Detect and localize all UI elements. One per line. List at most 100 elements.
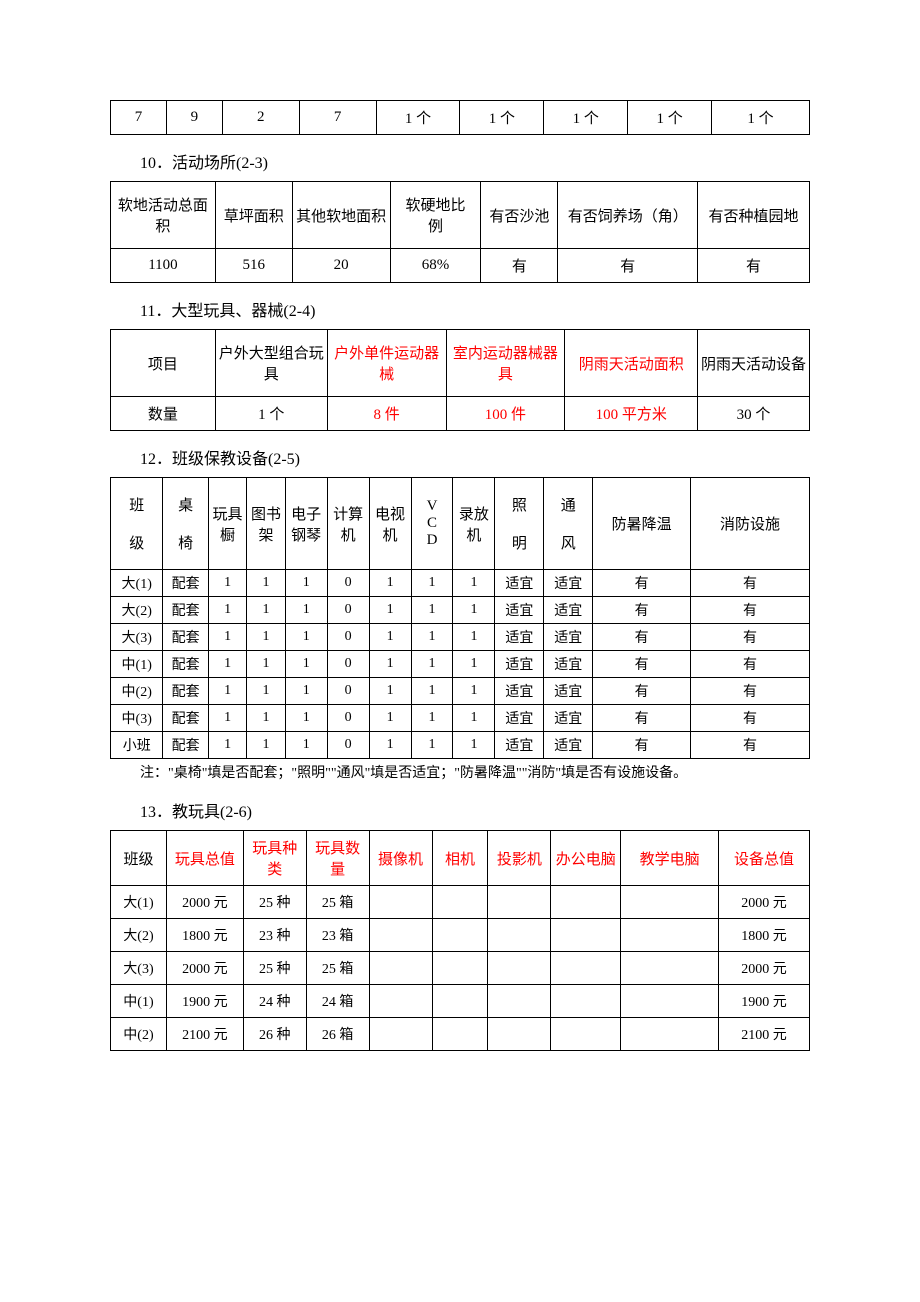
cell: 25 种 [243,952,306,985]
cell: 68% [390,249,481,283]
table-row: 数量1 个8 件100 件100 平方米30 个 [111,397,810,431]
cell: 1 [208,570,246,597]
cell [369,886,432,919]
cell: 8 件 [327,397,446,431]
cell: 1 [285,597,327,624]
cell: 项目 [111,330,216,397]
cell: 2100 元 [166,1018,243,1051]
cell [621,1018,719,1051]
cell: 1 [247,732,285,759]
cell: 1 [208,624,246,651]
col-header: 摄像机 [369,831,432,886]
col-header: 有否饲养场（角） [558,182,698,249]
table-row: 中(2)2100 元26 种26 箱2100 元 [111,1018,810,1051]
cell: 0 [327,624,369,651]
cell [369,952,432,985]
col-header: 防暑降温 [593,478,691,570]
cell [621,952,719,985]
cell: 1 [208,678,246,705]
cell: 1 [411,732,453,759]
cell: 有 [691,624,810,651]
cell: 适宜 [495,732,544,759]
cell: 大(1) [111,886,167,919]
cell: 2000 元 [719,886,810,919]
cell: 适宜 [544,597,593,624]
cell: 1 [369,732,411,759]
cell: 大(2) [111,919,167,952]
cell: 有 [691,732,810,759]
cell: 适宜 [495,678,544,705]
table-row: 中(2)配套1110111适宜适宜有有 [111,678,810,705]
cell: 适宜 [495,570,544,597]
cell: 1 [369,651,411,678]
cell: 适宜 [544,651,593,678]
cell: 0 [327,570,369,597]
cell: 户外大型组合玩具 [215,330,327,397]
table-9-tail: 7 9 2 7 1 个 1 个 1 个 1 个 1 个 [110,100,810,135]
cell: 中(2) [111,678,163,705]
section-12-title: 12．班级保教设备(2-5) [140,445,810,469]
cell: 1900 元 [719,985,810,1018]
cell [551,886,621,919]
cell: 配套 [163,570,208,597]
cell: 大(1) [111,570,163,597]
cell: 1 [411,624,453,651]
cell: 配套 [163,732,208,759]
cell: 1 [208,651,246,678]
section-13-title: 13．教玩具(2-6) [140,798,810,822]
table-row: 大(1)2000 元25 种25 箱2000 元 [111,886,810,919]
cell: 适宜 [495,705,544,732]
cell: 1 [285,570,327,597]
cell: 配套 [163,651,208,678]
cell [488,985,551,1018]
col-header: 办公电脑 [551,831,621,886]
cell: 2000 元 [719,952,810,985]
cell: 配套 [163,597,208,624]
cell: 适宜 [544,732,593,759]
col-header: 图书架 [247,478,285,570]
cell: 30 个 [698,397,810,431]
cell [488,886,551,919]
col-header: 电视机 [369,478,411,570]
table-row: 1100 516 20 68% 有 有 有 [111,249,810,283]
cell: 小班 [111,732,163,759]
cell: 26 种 [243,1018,306,1051]
cell: 1 [247,678,285,705]
cell: 有 [481,249,558,283]
cell [488,952,551,985]
cell: 2000 元 [166,952,243,985]
cell: 适宜 [544,624,593,651]
cell [369,985,432,1018]
cell: 100 平方米 [565,397,698,431]
cell: 1 [453,597,495,624]
cell: 配套 [163,705,208,732]
cell: 1800 元 [719,919,810,952]
cell [432,952,488,985]
col-header: 录放机 [453,478,495,570]
cell: 1 个 [712,101,810,135]
cell: 1 [247,597,285,624]
col-header: 班级 [111,478,163,570]
section-11-title: 11．大型玩具、器械(2-4) [140,297,810,321]
cell: 室内运动器械器具 [446,330,565,397]
col-header: 照明 [495,478,544,570]
table-row: 大(2)配套1110111适宜适宜有有 [111,597,810,624]
cell: 中(1) [111,985,167,1018]
cell: 1 [453,651,495,678]
cell: 数量 [111,397,216,431]
cell: 有 [593,732,691,759]
cell: 1 [453,624,495,651]
cell: 适宜 [495,624,544,651]
table-header-row: 软地活动总面积 草坪面积 其他软地面积 软硬地比 例 有否沙池 有否饲养场（角）… [111,182,810,249]
cell: 1 [247,570,285,597]
cell: 0 [327,597,369,624]
cell: 1 [453,678,495,705]
cell: 7 [299,101,376,135]
col-header: 相机 [432,831,488,886]
cell [432,1018,488,1051]
cell: 适宜 [495,651,544,678]
table-row: 大(3)2000 元25 种25 箱2000 元 [111,952,810,985]
table-header-row: 班级玩具总值玩具种类玩具数量摄像机相机投影机办公电脑教学电脑设备总值 [111,831,810,886]
cell [488,919,551,952]
cell: 1 [369,570,411,597]
